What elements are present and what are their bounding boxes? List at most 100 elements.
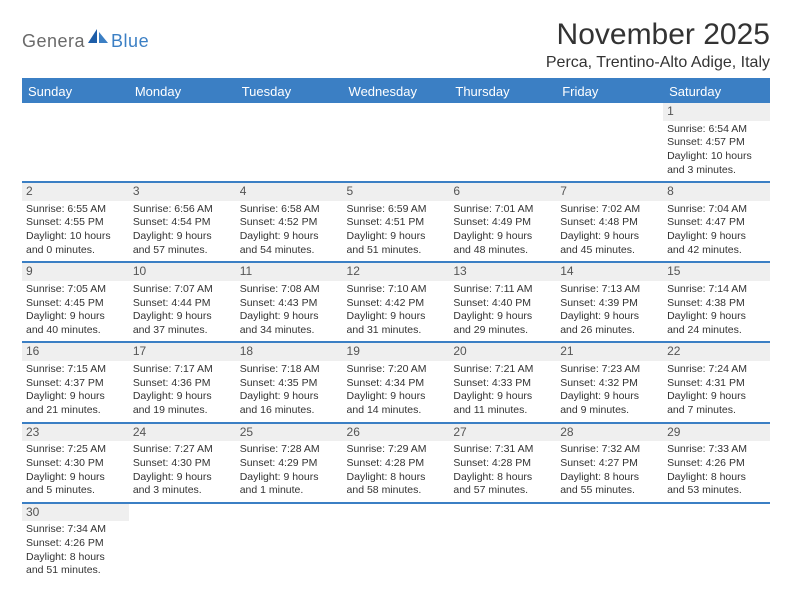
sunset-text: Sunset: 4:26 PM — [26, 537, 125, 551]
sunrise-text: Sunrise: 7:33 AM — [667, 443, 766, 457]
title-area: November 2025 Perca, Trentino-Alto Adige… — [546, 18, 770, 72]
day-number: 30 — [22, 504, 129, 522]
sunset-text: Sunset: 4:37 PM — [26, 377, 125, 391]
sunrise-text: Sunrise: 6:56 AM — [133, 203, 232, 217]
sunset-text: Sunset: 4:39 PM — [560, 297, 659, 311]
daylight-text: and 5 minutes. — [26, 484, 125, 498]
day-number: 19 — [343, 343, 450, 361]
daylight-text: and 11 minutes. — [453, 404, 552, 418]
day-number: 28 — [556, 424, 663, 442]
daylight-text: and 51 minutes. — [347, 244, 446, 258]
day-cell: 28Sunrise: 7:32 AMSunset: 4:27 PMDayligh… — [556, 423, 663, 503]
day-header: Wednesday — [343, 80, 450, 103]
sunset-text: Sunset: 4:33 PM — [453, 377, 552, 391]
sunset-text: Sunset: 4:28 PM — [347, 457, 446, 471]
day-header: Thursday — [449, 80, 556, 103]
empty-cell — [449, 103, 556, 182]
sunrise-text: Sunrise: 7:15 AM — [26, 363, 125, 377]
daylight-text: Daylight: 9 hours — [133, 230, 232, 244]
daylight-text: and 16 minutes. — [240, 404, 339, 418]
day-cell: 26Sunrise: 7:29 AMSunset: 4:28 PMDayligh… — [343, 423, 450, 503]
daylight-text: Daylight: 9 hours — [133, 310, 232, 324]
daylight-text: Daylight: 10 hours — [667, 150, 766, 164]
day-number: 21 — [556, 343, 663, 361]
day-number: 6 — [449, 183, 556, 201]
sunrise-text: Sunrise: 7:10 AM — [347, 283, 446, 297]
daylight-text: and 31 minutes. — [347, 324, 446, 338]
day-cell: 8Sunrise: 7:04 AMSunset: 4:47 PMDaylight… — [663, 182, 770, 262]
sunrise-text: Sunrise: 7:04 AM — [667, 203, 766, 217]
daylight-text: Daylight: 8 hours — [667, 471, 766, 485]
daylight-text: Daylight: 9 hours — [240, 471, 339, 485]
daylight-text: and 26 minutes. — [560, 324, 659, 338]
daylight-text: Daylight: 10 hours — [26, 230, 125, 244]
sunrise-text: Sunrise: 7:23 AM — [560, 363, 659, 377]
day-number: 25 — [236, 424, 343, 442]
day-cell: 22Sunrise: 7:24 AMSunset: 4:31 PMDayligh… — [663, 342, 770, 422]
daylight-text: Daylight: 9 hours — [347, 310, 446, 324]
empty-cell — [556, 503, 663, 582]
empty-cell — [343, 503, 450, 582]
sunset-text: Sunset: 4:44 PM — [133, 297, 232, 311]
sunset-text: Sunset: 4:35 PM — [240, 377, 339, 391]
day-header: Tuesday — [236, 80, 343, 103]
daylight-text: and 53 minutes. — [667, 484, 766, 498]
empty-cell — [22, 103, 129, 182]
day-cell: 16Sunrise: 7:15 AMSunset: 4:37 PMDayligh… — [22, 342, 129, 422]
day-cell: 20Sunrise: 7:21 AMSunset: 4:33 PMDayligh… — [449, 342, 556, 422]
sunrise-text: Sunrise: 7:34 AM — [26, 523, 125, 537]
day-header: Friday — [556, 80, 663, 103]
day-cell: 15Sunrise: 7:14 AMSunset: 4:38 PMDayligh… — [663, 262, 770, 342]
daylight-text: and 19 minutes. — [133, 404, 232, 418]
daylight-text: and 14 minutes. — [347, 404, 446, 418]
day-cell: 24Sunrise: 7:27 AMSunset: 4:30 PMDayligh… — [129, 423, 236, 503]
daylight-text: Daylight: 9 hours — [240, 230, 339, 244]
daylight-text: and 57 minutes. — [453, 484, 552, 498]
sunrise-text: Sunrise: 6:55 AM — [26, 203, 125, 217]
day-number: 20 — [449, 343, 556, 361]
sunset-text: Sunset: 4:52 PM — [240, 216, 339, 230]
day-cell: 10Sunrise: 7:07 AMSunset: 4:44 PMDayligh… — [129, 262, 236, 342]
calendar-week-row: 2Sunrise: 6:55 AMSunset: 4:55 PMDaylight… — [22, 182, 770, 262]
daylight-text: and 57 minutes. — [133, 244, 232, 258]
daylight-text: and 7 minutes. — [667, 404, 766, 418]
sunset-text: Sunset: 4:27 PM — [560, 457, 659, 471]
sunrise-text: Sunrise: 6:59 AM — [347, 203, 446, 217]
sunrise-text: Sunrise: 7:20 AM — [347, 363, 446, 377]
empty-cell — [129, 103, 236, 182]
day-number: 12 — [343, 263, 450, 281]
sunrise-text: Sunrise: 7:28 AM — [240, 443, 339, 457]
sunrise-text: Sunrise: 7:29 AM — [347, 443, 446, 457]
day-cell: 4Sunrise: 6:58 AMSunset: 4:52 PMDaylight… — [236, 182, 343, 262]
sunset-text: Sunset: 4:30 PM — [26, 457, 125, 471]
daylight-text: Daylight: 9 hours — [560, 230, 659, 244]
sunset-text: Sunset: 4:51 PM — [347, 216, 446, 230]
location-subtitle: Perca, Trentino-Alto Adige, Italy — [546, 54, 770, 72]
day-cell: 29Sunrise: 7:33 AMSunset: 4:26 PMDayligh… — [663, 423, 770, 503]
day-cell: 7Sunrise: 7:02 AMSunset: 4:48 PMDaylight… — [556, 182, 663, 262]
daylight-text: Daylight: 9 hours — [26, 390, 125, 404]
day-number: 9 — [22, 263, 129, 281]
day-header: Saturday — [663, 80, 770, 103]
daylight-text: and 37 minutes. — [133, 324, 232, 338]
sunset-text: Sunset: 4:43 PM — [240, 297, 339, 311]
daylight-text: and 21 minutes. — [26, 404, 125, 418]
daylight-text: Daylight: 9 hours — [560, 390, 659, 404]
sunrise-text: Sunrise: 7:08 AM — [240, 283, 339, 297]
sunset-text: Sunset: 4:34 PM — [347, 377, 446, 391]
empty-cell — [236, 503, 343, 582]
calendar-table: SundayMondayTuesdayWednesdayThursdayFrid… — [22, 80, 770, 582]
sunset-text: Sunset: 4:30 PM — [133, 457, 232, 471]
sunrise-text: Sunrise: 7:14 AM — [667, 283, 766, 297]
daylight-text: and 54 minutes. — [240, 244, 339, 258]
daylight-text: Daylight: 9 hours — [453, 390, 552, 404]
sunrise-text: Sunrise: 7:17 AM — [133, 363, 232, 377]
sunset-text: Sunset: 4:40 PM — [453, 297, 552, 311]
day-cell: 14Sunrise: 7:13 AMSunset: 4:39 PMDayligh… — [556, 262, 663, 342]
daylight-text: and 3 minutes. — [133, 484, 232, 498]
sunrise-text: Sunrise: 7:02 AM — [560, 203, 659, 217]
sunset-text: Sunset: 4:42 PM — [347, 297, 446, 311]
empty-cell — [343, 103, 450, 182]
page-header: Genera Blue November 2025 Perca, Trentin… — [22, 18, 770, 80]
daylight-text: and 3 minutes. — [667, 164, 766, 178]
